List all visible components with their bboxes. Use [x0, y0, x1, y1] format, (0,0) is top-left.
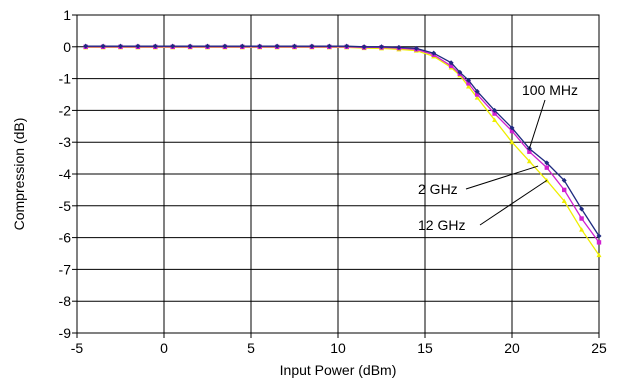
series-group [83, 43, 602, 258]
y-tick-label: -6 [59, 230, 72, 246]
y-tick-label: 0 [63, 39, 71, 55]
data-point [448, 63, 454, 69]
data-point [326, 43, 332, 49]
x-axis-title: Input Power (dBm) [280, 362, 397, 378]
data-point [205, 43, 210, 49]
data-point [396, 44, 402, 50]
data-point [257, 43, 263, 49]
annotation-label: 12 GHz [418, 217, 465, 233]
data-point [135, 43, 141, 49]
axes: 10-1-2-3-4-5-6-7-8-9-5 0 5 10 15 20 25 [59, 7, 607, 356]
x-tick-label: 10 [330, 340, 346, 356]
data-point [457, 69, 463, 75]
annotation-leader-line [479, 179, 548, 226]
y-tick-label: -2 [59, 102, 72, 118]
data-point [274, 43, 280, 49]
series-100-mhz [83, 43, 602, 239]
data-point [474, 88, 480, 94]
data-point [292, 43, 297, 49]
data-point [379, 44, 384, 50]
data-point [562, 187, 567, 193]
series-line [85, 46, 600, 243]
data-point [579, 206, 585, 212]
y-tick-label: -4 [59, 166, 72, 182]
data-point [413, 45, 419, 51]
x-tick-label: -5 [71, 340, 84, 356]
data-point [474, 95, 480, 100]
data-point [466, 81, 471, 86]
data-point [561, 198, 567, 204]
data-point [509, 128, 515, 134]
y-tick-label: -3 [59, 134, 72, 150]
data-point [309, 43, 315, 49]
data-point [527, 149, 532, 154]
data-point [222, 43, 228, 49]
data-point [579, 227, 585, 232]
annotation-label: 100 MHz [522, 82, 578, 98]
y-axis-title: Compression (dB) [11, 118, 27, 231]
data-point [361, 44, 367, 50]
data-point [579, 216, 584, 221]
data-point [596, 240, 602, 245]
data-point [344, 43, 350, 49]
annotation-2-ghz: 2 GHz [418, 165, 539, 197]
data-point [492, 111, 497, 116]
x-tick-label: 15 [417, 340, 433, 356]
data-point [509, 139, 515, 145]
x-tick-label: 5 [247, 340, 255, 356]
data-point [596, 233, 602, 239]
annotation-100-mhz: 100 MHz [522, 82, 578, 149]
x-tick-label: 0 [160, 340, 168, 356]
data-point [492, 117, 498, 122]
annotation-label: 2 GHz [418, 181, 458, 197]
data-point [544, 165, 549, 170]
annotation-leader-line [465, 165, 539, 190]
data-point [561, 177, 567, 183]
data-point [118, 43, 123, 49]
x-tick-label: 25 [591, 340, 607, 356]
data-point [526, 158, 532, 164]
data-point [83, 43, 89, 49]
annotation-leader-line [528, 99, 546, 149]
y-tick-label: -9 [59, 325, 72, 341]
series-line [85, 45, 600, 237]
y-tick-label: -5 [59, 198, 72, 214]
series-2-ghz [83, 44, 602, 245]
annotations: 100 MHz 2 GHz 12 GHz [418, 82, 578, 233]
data-point [152, 43, 158, 49]
data-point [475, 92, 480, 97]
x-tick-label: 20 [504, 340, 520, 356]
y-tick-label: -7 [59, 261, 72, 277]
series-12-ghz [83, 44, 602, 258]
data-point [596, 252, 602, 258]
data-point [466, 77, 471, 83]
annotation-12-ghz: 12 GHz [418, 179, 548, 233]
y-tick-label: 1 [63, 7, 71, 23]
data-point [170, 43, 176, 49]
data-point [544, 160, 550, 166]
y-tick-label: -8 [59, 293, 72, 309]
data-point [431, 50, 437, 56]
data-point [239, 43, 245, 49]
data-point [492, 107, 498, 113]
grid [76, 14, 600, 334]
y-tick-label: -1 [59, 71, 72, 87]
data-point [509, 125, 515, 131]
data-point [448, 60, 454, 66]
data-point [100, 43, 106, 49]
data-point [187, 43, 193, 49]
data-point [466, 84, 471, 89]
